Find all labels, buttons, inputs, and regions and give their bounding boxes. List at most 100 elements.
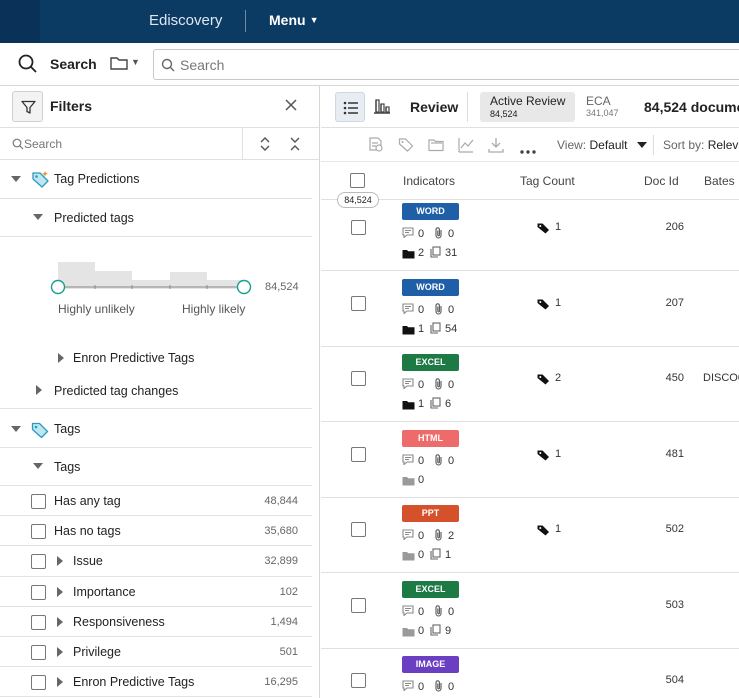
- expand-collapse-icon[interactable]: [258, 136, 272, 157]
- tag-filter-checkbox[interactable]: [31, 645, 46, 660]
- tag-filter-label: Responsiveness: [73, 614, 165, 629]
- tag-filter-label: Has any tag: [54, 494, 121, 508]
- attachment-icon: [434, 604, 444, 620]
- select-all-checkbox[interactable]: [350, 173, 365, 188]
- header-bates[interactable]: Bates I: [704, 174, 739, 188]
- table-row[interactable]: WORD 0 0 2 31 1 206: [321, 195, 739, 271]
- table-row[interactable]: WORD 0 0 1 54 1 207: [321, 271, 739, 347]
- close-icon[interactable]: [284, 98, 298, 117]
- folder-count: 2: [418, 247, 425, 259]
- analytics-icon[interactable]: [458, 137, 474, 158]
- enron-predictive-tags-item[interactable]: Enron Predictive Tags: [0, 346, 312, 371]
- doc-id: 502: [665, 523, 684, 535]
- search-label[interactable]: Search: [50, 56, 97, 72]
- row-checkbox[interactable]: [351, 220, 366, 235]
- filters-search[interactable]: Search: [0, 128, 319, 160]
- chevron-right-icon[interactable]: [57, 556, 63, 567]
- comment-icon: [402, 529, 414, 543]
- active-review-tab[interactable]: Active Review 84,524: [480, 92, 575, 122]
- slider-min-handle[interactable]: [50, 279, 66, 295]
- row-checkbox[interactable]: [351, 446, 366, 462]
- tag-filter-item[interactable]: Issue 32,899: [0, 546, 312, 577]
- pages-icon: [430, 246, 441, 261]
- tag-count: 1: [555, 447, 562, 460]
- review-label[interactable]: Review: [410, 99, 459, 115]
- tag-filter-checkbox[interactable]: [31, 675, 46, 691]
- tag-filter-checkbox[interactable]: [31, 494, 46, 509]
- folder-dropdown-icon[interactable]: ▼: [131, 57, 140, 67]
- tag-predictions-group[interactable]: Tag Predictions: [0, 160, 312, 199]
- tag-filter-checkbox[interactable]: [31, 524, 46, 540]
- tag-filter-item[interactable]: Enron Predictive Tags 16,295: [0, 667, 312, 698]
- predicted-tag-changes-group[interactable]: Predicted tag changes: [0, 374, 312, 409]
- view-selector[interactable]: View: Default: [557, 138, 628, 152]
- table-row[interactable]: IMAGE 0 0 504: [321, 648, 739, 698]
- tag-icon: [537, 372, 550, 390]
- download-icon[interactable]: [488, 137, 504, 158]
- file-type-badge: WORD: [402, 278, 459, 296]
- filters-panel: Filters Search Tag Predictions Predicted…: [0, 86, 320, 698]
- sort-selector[interactable]: Sort by: Releva: [663, 138, 739, 152]
- predicted-tags-group[interactable]: Predicted tags: [0, 199, 312, 237]
- attachment-count: 2: [448, 530, 455, 542]
- folder-action-icon[interactable]: [428, 137, 444, 158]
- chevron-right-icon[interactable]: [57, 586, 63, 597]
- page-count: 1: [445, 549, 452, 561]
- tag-filter-checkbox[interactable]: [31, 584, 46, 600]
- header-indicators[interactable]: Indicators: [403, 174, 456, 188]
- divider: [242, 128, 243, 160]
- chevron-right-icon[interactable]: [57, 677, 63, 688]
- tag-filter-item[interactable]: Has any tag 48,844: [0, 486, 312, 517]
- more-options-icon[interactable]: [519, 142, 537, 160]
- filter-toggle-button[interactable]: [12, 91, 43, 122]
- row-checkbox[interactable]: [351, 295, 366, 311]
- header-doc-id[interactable]: Doc Id: [644, 174, 679, 188]
- table-row[interactable]: EXCEL 0 0 0 9 503: [321, 573, 739, 649]
- file-type-badge: WORD: [402, 203, 459, 220]
- tag-action-icon[interactable]: [398, 137, 414, 158]
- filters-title: Filters: [50, 98, 93, 114]
- tag-sparkle-icon: [31, 170, 50, 192]
- search-icon[interactable]: [18, 54, 38, 79]
- menu-button[interactable]: Menu ▼: [269, 12, 318, 28]
- tag-filter-item[interactable]: Importance 102: [0, 577, 312, 607]
- page-count: 6: [445, 398, 452, 410]
- list-view-button[interactable]: [335, 92, 365, 122]
- chevron-right-icon[interactable]: [57, 647, 63, 657]
- row-checkbox[interactable]: [351, 522, 366, 537]
- tags-subgroup[interactable]: Tags: [0, 448, 312, 486]
- attachment-count: 0: [448, 303, 455, 316]
- row-checkbox[interactable]: [351, 597, 366, 613]
- caret-down-icon[interactable]: [637, 142, 647, 148]
- active-review-count: 84,524: [490, 109, 518, 119]
- prediction-range-slider: Highly unlikely Highly likely 84,524: [0, 237, 312, 332]
- chevron-down-icon: [33, 463, 43, 469]
- chart-view-icon[interactable]: [373, 98, 391, 119]
- tags-group[interactable]: Tags: [0, 410, 312, 448]
- table-row[interactable]: EXCEL 0 0 1 6 2 450 DISCO0: [321, 346, 739, 422]
- comment-icon: [402, 378, 414, 392]
- tag-filter-item[interactable]: Responsiveness 1,494: [0, 607, 312, 637]
- collapse-all-icon[interactable]: [288, 136, 302, 157]
- table-row[interactable]: PPT 0 2 0 1 1 502: [321, 497, 739, 573]
- page-count: 54: [445, 322, 458, 335]
- tag-filter-checkbox[interactable]: [31, 554, 46, 570]
- row-checkbox[interactable]: [351, 371, 366, 386]
- search-input[interactable]: Search: [153, 49, 739, 80]
- code-document-icon[interactable]: [368, 137, 384, 158]
- table-row[interactable]: HTML 0 0 0 1 481: [321, 422, 739, 498]
- tag-filter-item[interactable]: Has no tags 35,680: [0, 516, 312, 547]
- chevron-down-icon: [11, 426, 21, 432]
- folder-muted-icon: [402, 476, 415, 489]
- slider-max-handle[interactable]: [236, 279, 252, 295]
- tag-filter-item[interactable]: Privilege 501: [0, 637, 312, 668]
- row-checkbox[interactable]: [351, 673, 366, 688]
- folder-icon[interactable]: [110, 55, 128, 76]
- comment-count: 0: [418, 303, 425, 316]
- tag-filter-checkbox[interactable]: [31, 614, 46, 630]
- chevron-right-icon[interactable]: [57, 616, 63, 627]
- comment-icon: [402, 453, 414, 468]
- nav-logo-block[interactable]: [0, 0, 40, 43]
- header-tag-count[interactable]: Tag Count: [520, 174, 575, 188]
- active-review-label: Active Review: [490, 94, 566, 108]
